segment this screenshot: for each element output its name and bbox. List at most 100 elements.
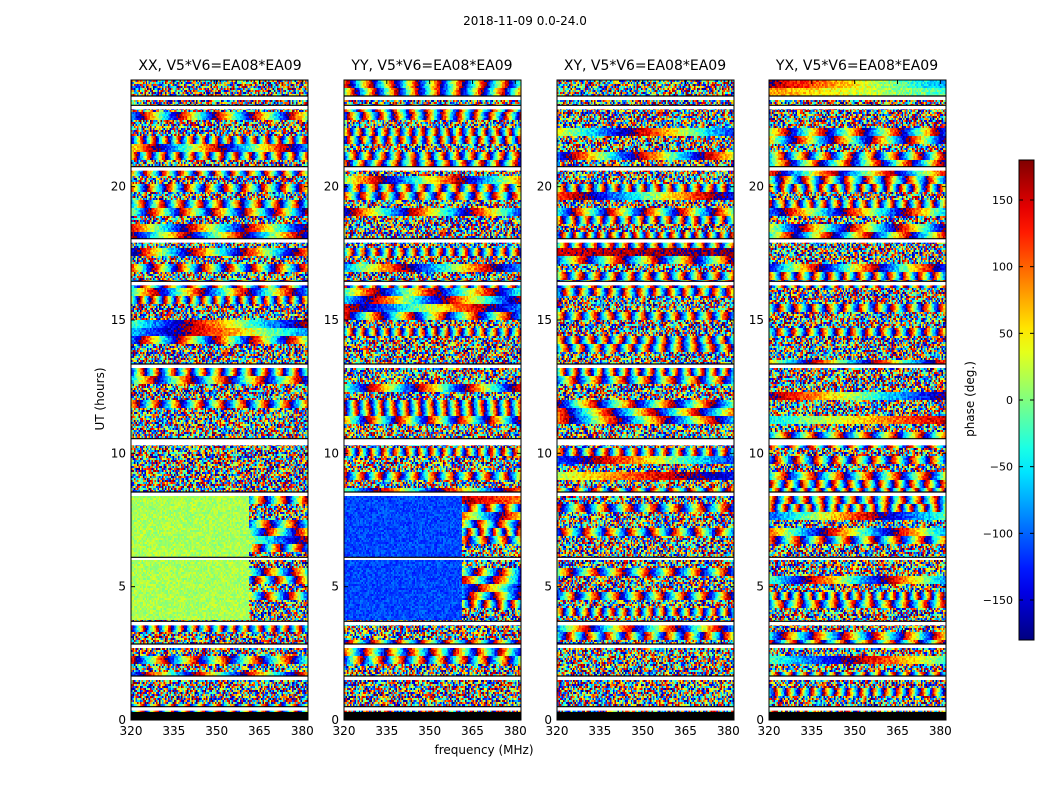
gap-band	[131, 492, 308, 496]
panel-title-xx: XX, V5*V6=EA08*EA09	[138, 58, 302, 74]
gap-band	[769, 96, 946, 100]
y-tick-label: 0	[331, 713, 339, 727]
gap-band	[344, 238, 521, 243]
gap-band	[557, 676, 734, 680]
y-tick-label: 15	[749, 313, 764, 327]
gap-band	[769, 364, 946, 368]
x-tick-label: 335	[375, 724, 398, 738]
x-tick-label: 320	[758, 724, 781, 738]
panel-frame	[343, 79, 522, 721]
gap-band	[769, 621, 946, 626]
gap-band	[769, 557, 946, 560]
y-tick-label: 0	[544, 713, 552, 727]
bottom-band	[557, 712, 734, 720]
gap-band	[344, 676, 521, 680]
x-tick-label: 320	[333, 724, 356, 738]
gap-band	[769, 238, 946, 243]
gap-band	[131, 105, 308, 110]
panel-title-yx: YX, V5*V6=EA08*EA09	[775, 58, 939, 74]
gap-band	[344, 96, 521, 100]
gap-band	[557, 438, 734, 446]
gap-band	[131, 644, 308, 648]
gap-band	[557, 96, 734, 100]
x-tick-label: 365	[886, 724, 909, 738]
x-tick-label: 320	[546, 724, 569, 738]
gap-band	[344, 364, 521, 368]
y-axis-label: UT (hours)	[93, 367, 107, 431]
figure-title: 2018-11-09 0.0-24.0	[463, 14, 587, 28]
y-tick-label: 15	[324, 313, 339, 327]
gap-band	[344, 706, 521, 711]
x-tick-label: 380	[504, 724, 527, 738]
gap-band	[131, 281, 308, 286]
gap-band	[769, 105, 946, 110]
x-tick-label: 350	[205, 724, 228, 738]
gap-band	[557, 166, 734, 171]
colorbar-tick-label: 50	[999, 327, 1013, 340]
gap-band	[344, 438, 521, 446]
y-tick-label: 5	[544, 580, 552, 594]
y-tick-label: 15	[537, 313, 552, 327]
bottom-band	[344, 712, 521, 720]
gap-band	[344, 166, 521, 171]
gap-band	[557, 621, 734, 626]
gap-band	[769, 676, 946, 680]
x-tick-label: 320	[120, 724, 143, 738]
gap-band	[131, 96, 308, 100]
gap-band	[557, 238, 734, 243]
y-tick-label: 10	[749, 446, 764, 460]
x-tick-label: 350	[631, 724, 654, 738]
gap-band	[769, 438, 946, 446]
gap-band	[344, 644, 521, 648]
x-tick-label: 365	[674, 724, 697, 738]
gap-band	[344, 281, 521, 286]
colorbar-tick-label: 150	[992, 194, 1013, 207]
heatmap-yy	[344, 80, 521, 720]
x-tick-label: 380	[291, 724, 314, 738]
y-tick-label: 5	[756, 580, 764, 594]
colorbar-tick-label: −150	[983, 594, 1013, 607]
gap-band	[344, 621, 521, 626]
gap-band	[557, 105, 734, 110]
gap-band	[344, 492, 521, 496]
x-tick-label: 380	[929, 724, 952, 738]
x-tick-label: 350	[843, 724, 866, 738]
y-tick-label: 20	[111, 180, 126, 194]
y-tick-label: 20	[749, 180, 764, 194]
x-tick-label: 365	[248, 724, 271, 738]
gap-band	[557, 644, 734, 648]
gap-band	[769, 492, 946, 496]
gap-band	[344, 105, 521, 110]
gap-band	[769, 644, 946, 648]
y-tick-label: 0	[118, 713, 126, 727]
gap-band	[131, 438, 308, 446]
colorbar-label: phase (deg.)	[963, 361, 977, 437]
heatmap-yx	[769, 80, 946, 720]
gap-band	[131, 706, 308, 711]
gap-band	[557, 706, 734, 711]
x-tick-label: 335	[588, 724, 611, 738]
colorbar-tick-label: −50	[990, 461, 1013, 474]
panel-frame	[768, 79, 947, 721]
y-tick-label: 5	[118, 580, 126, 594]
y-tick-label: 15	[111, 313, 126, 327]
x-tick-label: 350	[418, 724, 441, 738]
gap-band	[131, 166, 308, 171]
gap-band	[131, 364, 308, 368]
heatmap-xy	[557, 80, 734, 720]
y-tick-label: 10	[324, 446, 339, 460]
gap-band	[131, 676, 308, 680]
bottom-band	[131, 712, 308, 720]
gap-band	[557, 364, 734, 368]
y-tick-label: 10	[111, 446, 126, 460]
y-tick-label: 0	[756, 713, 764, 727]
colorbar-tick-label: −100	[983, 527, 1013, 540]
y-tick-label: 10	[537, 446, 552, 460]
x-tick-label: 380	[717, 724, 740, 738]
y-tick-label: 20	[537, 180, 552, 194]
y-tick-label: 5	[331, 580, 339, 594]
gap-band	[557, 557, 734, 560]
gap-band	[344, 557, 521, 560]
